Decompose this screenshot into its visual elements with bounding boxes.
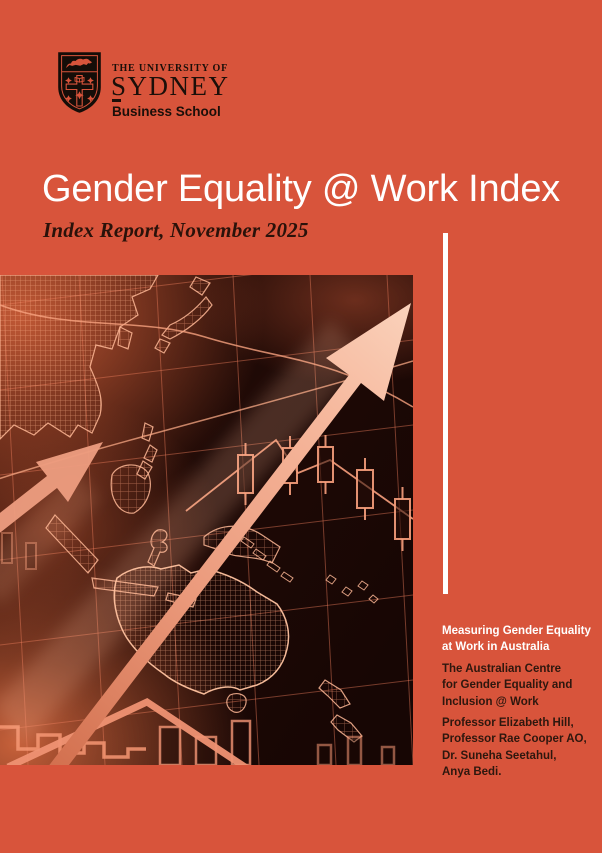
university-crest-icon <box>57 51 102 114</box>
report-subtitle: Index Report, November 2025 <box>43 218 309 242</box>
footer-heading: Measuring Gender Equality at Work in Aus… <box>442 623 594 656</box>
logo-dash <box>112 99 121 102</box>
cover-footer: Measuring Gender Equality at Work in Aus… <box>442 623 594 786</box>
logo-university-of-label: THE UNIVERSITY OF <box>112 63 229 74</box>
footer-heading-line: Measuring Gender Equality <box>442 625 591 637</box>
page-title: Gender Equality @ Work Index <box>42 168 561 210</box>
footer-author-line: Professor Rae Cooper AO, <box>442 733 587 746</box>
vertical-accent-bar <box>443 233 448 594</box>
footer-heading-line: at Work in Australia <box>442 641 550 654</box>
footer-authors: Professor Elizabeth Hill, Professor Rae … <box>442 715 594 781</box>
footer-author-line: Anya Bedi. <box>442 766 502 779</box>
footer-organisation-line: The Australian Centre <box>442 662 562 675</box>
footer-author-line: Professor Elizabeth Hill, <box>442 717 574 730</box>
footer-organisation-line: for Gender Equality and <box>442 679 573 692</box>
logo-business-school-label: Business School <box>112 104 221 119</box>
logo-sydney-label: SYDNEY <box>111 71 230 101</box>
footer-organisation-line: Inclusion @ Work <box>442 695 539 708</box>
footer-author-line: Dr. Suneha Seetahul, <box>442 749 557 762</box>
world-map-rising-stock-arrows-illustration <box>0 275 413 765</box>
footer-organisation: The Australian Centre for Gender Equalit… <box>442 661 594 710</box>
